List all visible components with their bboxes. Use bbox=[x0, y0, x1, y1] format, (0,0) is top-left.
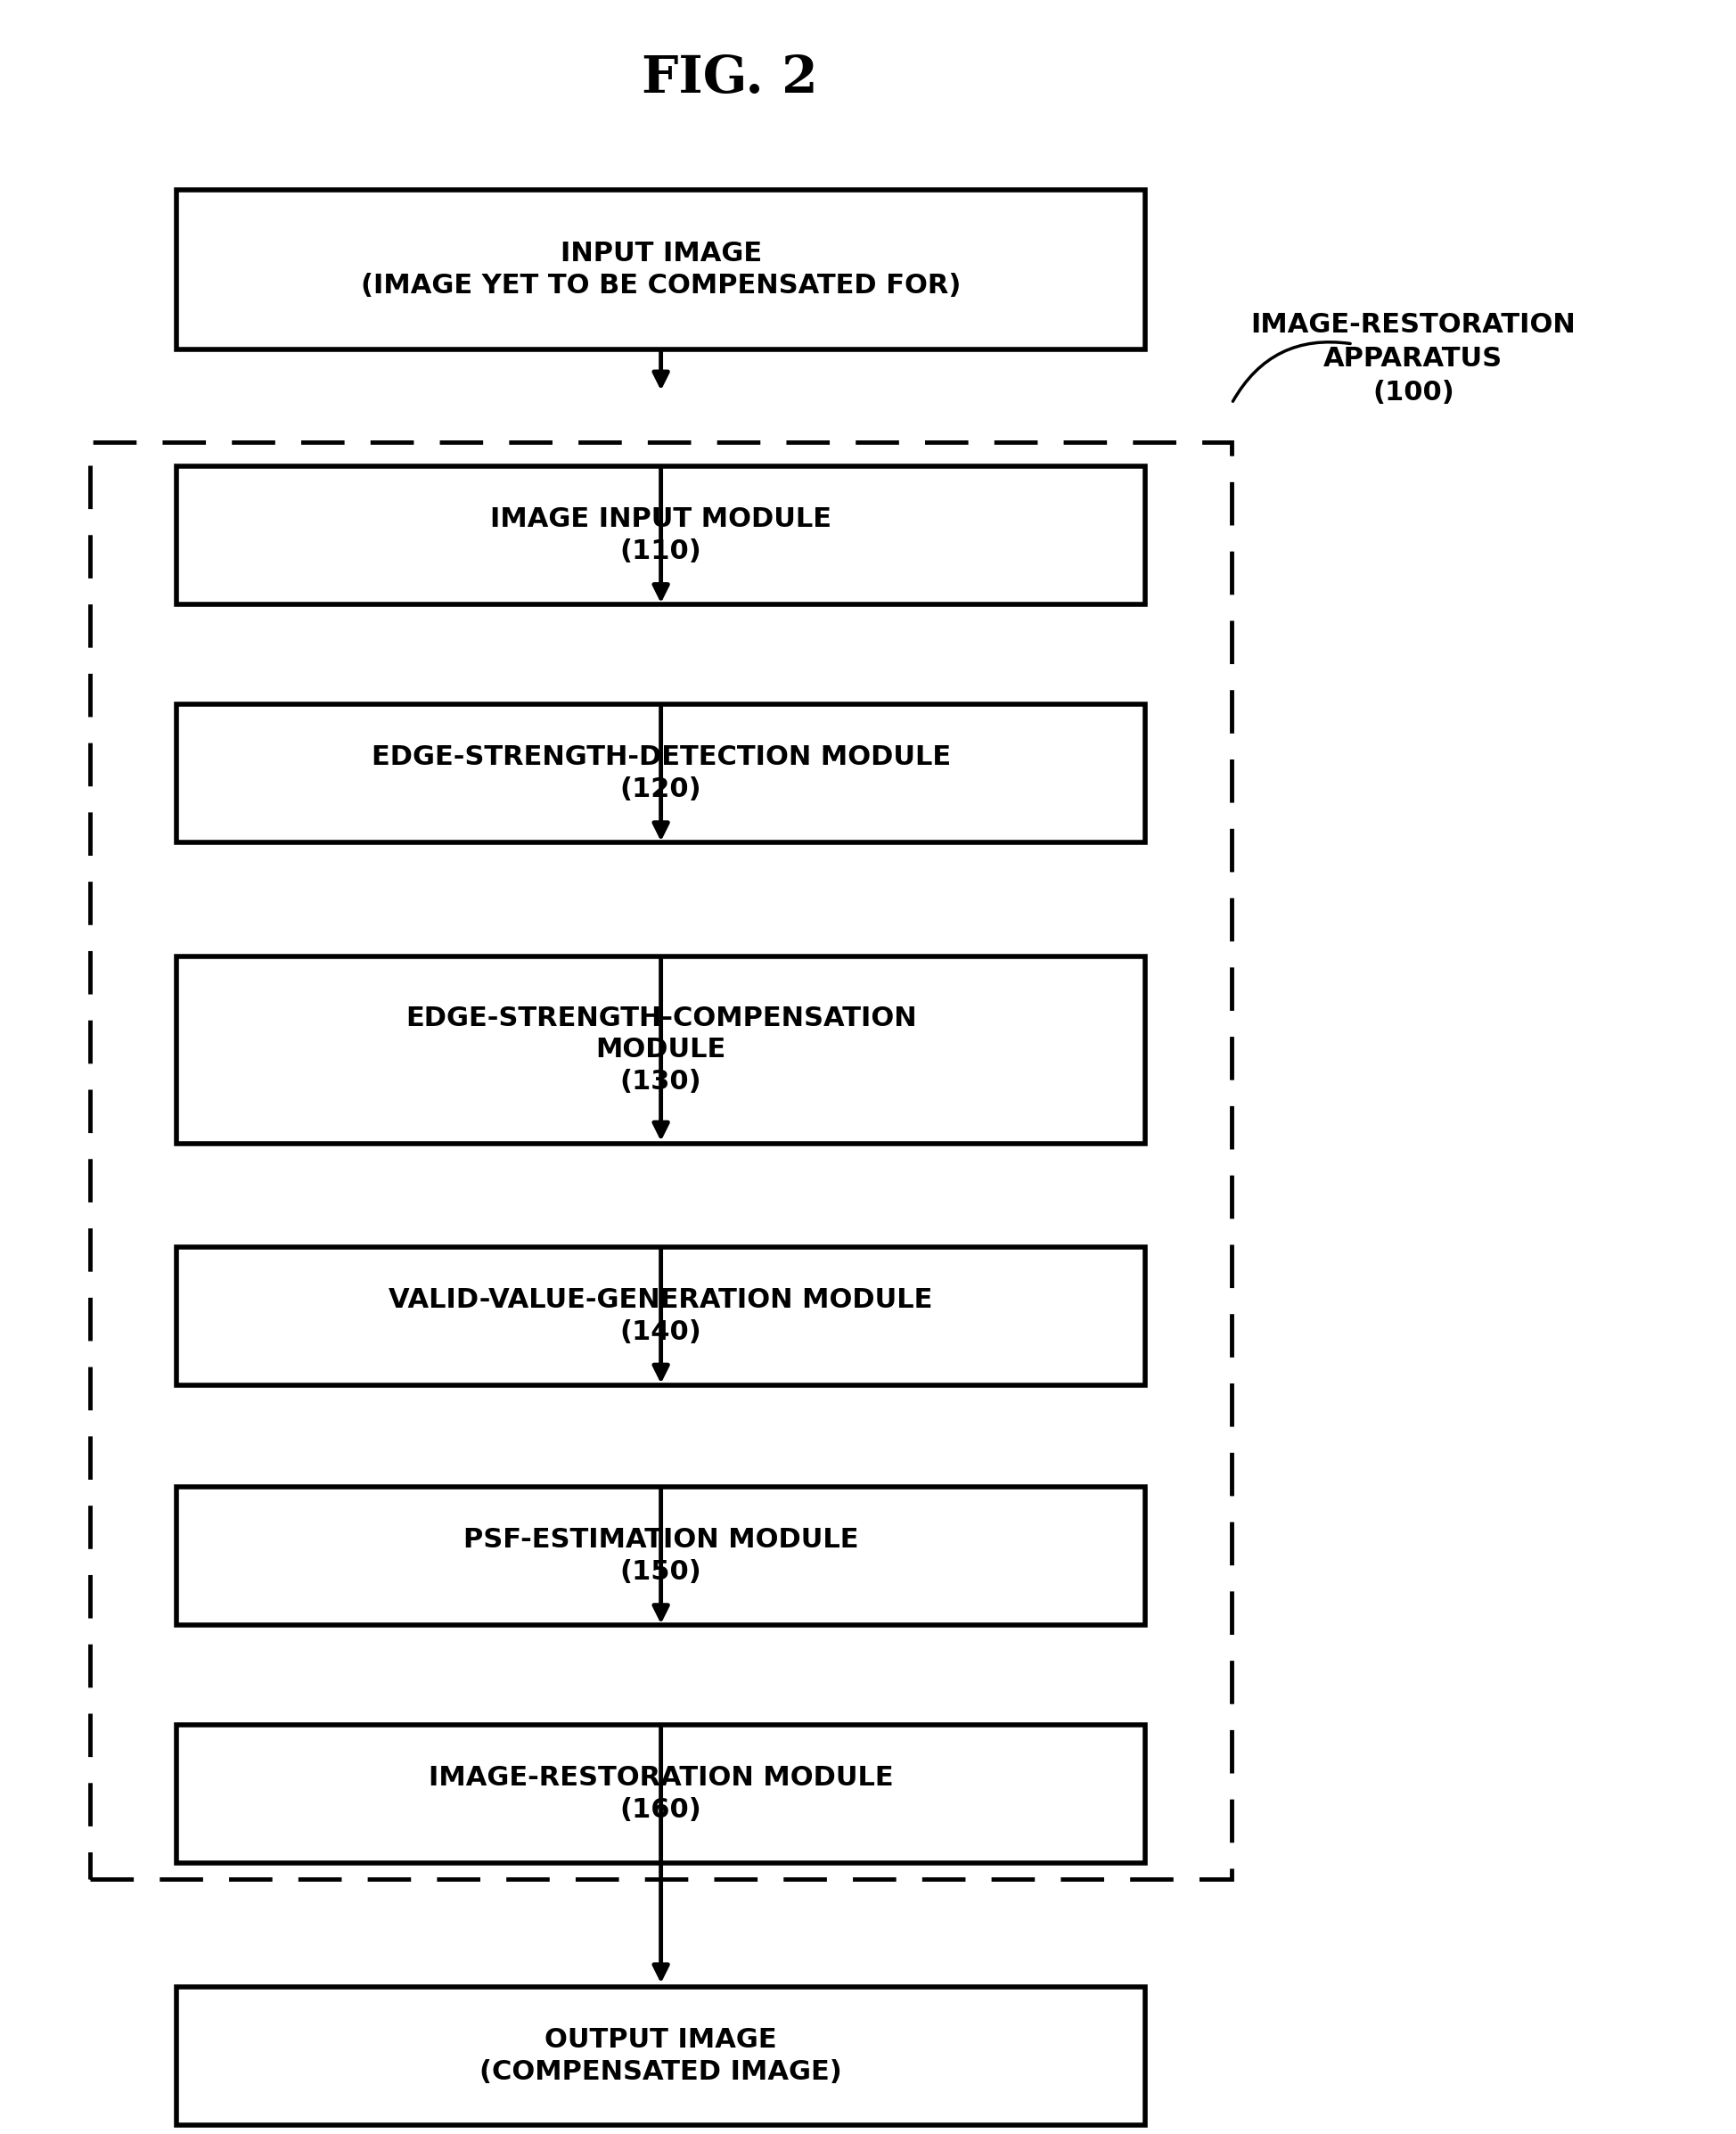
Bar bbox=[177, 190, 1144, 350]
Text: IMAGE INPUT MODULE
(110): IMAGE INPUT MODULE (110) bbox=[490, 506, 832, 563]
Text: OUTPUT IMAGE
(COMPENSATED IMAGE): OUTPUT IMAGE (COMPENSATED IMAGE) bbox=[479, 2027, 842, 2085]
Bar bbox=[177, 704, 1144, 843]
Text: VALID-VALUE-GENERATION MODULE
(140): VALID-VALUE-GENERATION MODULE (140) bbox=[389, 1287, 932, 1344]
Text: FIG. 2: FIG. 2 bbox=[642, 53, 818, 102]
Bar bbox=[177, 956, 1144, 1144]
Text: IMAGE-RESTORATION MODULE
(160): IMAGE-RESTORATION MODULE (160) bbox=[429, 1765, 892, 1822]
Bar bbox=[177, 1724, 1144, 1863]
Text: INPUT IMAGE
(IMAGE YET TO BE COMPENSATED FOR): INPUT IMAGE (IMAGE YET TO BE COMPENSATED… bbox=[361, 241, 960, 299]
Bar bbox=[177, 1987, 1144, 2125]
Text: IMAGE-RESTORATION
APPARATUS
(100): IMAGE-RESTORATION APPARATUS (100) bbox=[1250, 312, 1575, 405]
Text: PSF-ESTIMATION MODULE
(150): PSF-ESTIMATION MODULE (150) bbox=[464, 1528, 858, 1586]
Text: EDGE-STRENGTH-COMPENSATION
MODULE
(130): EDGE-STRENGTH-COMPENSATION MODULE (130) bbox=[404, 1005, 917, 1095]
Bar bbox=[177, 465, 1144, 604]
Bar bbox=[177, 1246, 1144, 1385]
Bar bbox=[90, 442, 1231, 1880]
Text: EDGE-STRENGTH-DETECTION MODULE
(120): EDGE-STRENGTH-DETECTION MODULE (120) bbox=[372, 745, 950, 802]
Bar bbox=[177, 1487, 1144, 1626]
